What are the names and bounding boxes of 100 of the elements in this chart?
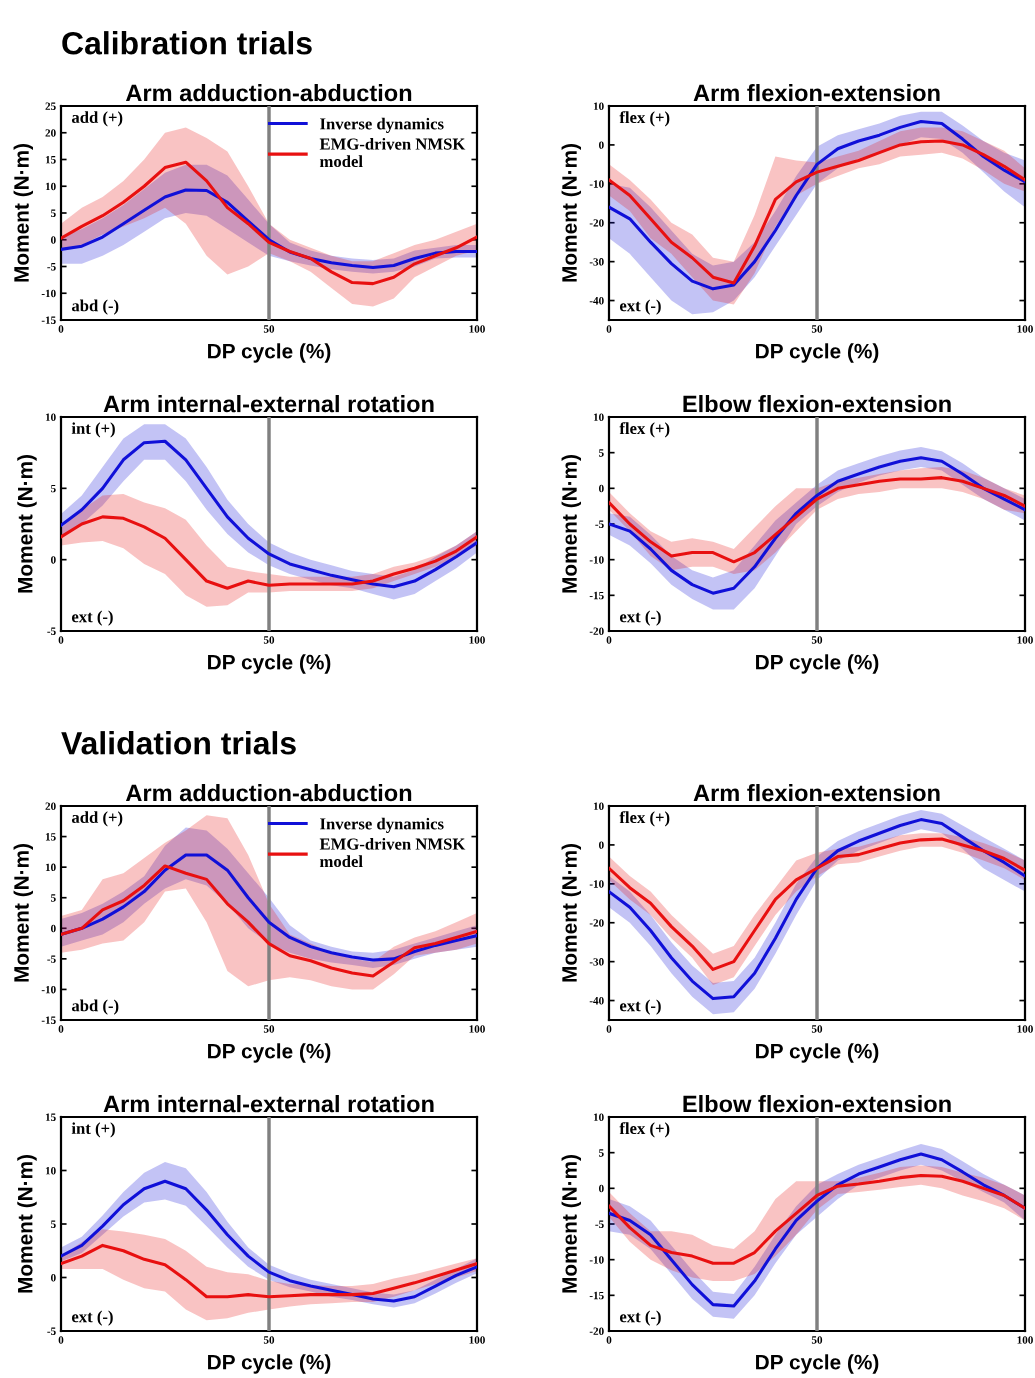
y-tick-label: 10	[593, 102, 604, 110]
legend-label: Inverse dynamics	[320, 817, 444, 833]
annotation: ext (-)	[71, 610, 113, 626]
x-tick-label: 100	[1017, 1336, 1033, 1344]
annotation: int (+)	[71, 1122, 115, 1138]
y-axis-title: Moment (N·m)	[17, 455, 37, 593]
chart-title: Elbow flexion-extension	[683, 1094, 951, 1113]
chart-title: Arm adduction-abduction	[125, 83, 412, 102]
y-tick-label: 20	[45, 129, 56, 137]
chart-title: Arm flexion-extension	[693, 83, 940, 102]
y-tick-label: -20	[589, 1327, 604, 1335]
y-tick-label: 5	[51, 1220, 56, 1228]
y-tick-label: -15	[41, 1016, 56, 1024]
x-tick-label: 50	[263, 636, 275, 644]
y-tick-label: -5	[47, 627, 56, 635]
line-series	[61, 1243, 477, 1299]
y-axis-title: Moment (N·m)	[17, 1155, 37, 1293]
annotation: flex (+)	[619, 422, 670, 438]
annotation: add (+)	[71, 111, 123, 127]
y-tick-label: 10	[45, 182, 56, 191]
y-tick-label: -15	[589, 591, 604, 600]
text: Calibration trials	[62, 31, 312, 55]
y-tick-label: -10	[589, 880, 604, 888]
x-tick-label: 0	[606, 325, 612, 333]
y-tick-label: -40	[589, 297, 604, 305]
x-tick-label: 100	[1017, 636, 1033, 644]
annotation: flex (+)	[619, 1122, 670, 1138]
y-tick-label: 0	[51, 556, 56, 564]
y-axis-title: Moment (N·m)	[561, 144, 581, 282]
annotation: flex (+)	[619, 811, 670, 827]
y-tick-label: -20	[589, 919, 604, 927]
x-tick-label: 100	[469, 636, 485, 644]
y-tick-label: 0	[599, 841, 604, 849]
line-series	[61, 1179, 477, 1303]
line-series	[609, 1173, 1025, 1265]
y-tick-label: -30	[589, 258, 604, 266]
y-axis-title: Moment (N·m)	[13, 844, 33, 982]
x-tick-label: 50	[811, 325, 823, 333]
line-series	[609, 476, 1025, 564]
x-tick-label: 0	[58, 1025, 64, 1033]
y-tick-label: 0	[51, 924, 56, 933]
y-tick-label: -5	[595, 1220, 604, 1228]
x-tick-label: 100	[469, 1336, 485, 1344]
y-axis-title: Moment (N·m)	[561, 1155, 581, 1293]
x-tick-label: 100	[1017, 325, 1033, 333]
x-tick-label: 0	[58, 325, 64, 333]
x-tick-label: 0	[606, 1336, 612, 1344]
y-axis-title: Moment (N·m)	[561, 844, 581, 982]
x-tick-label: 50	[263, 1336, 275, 1344]
x-tick-label: 0	[606, 636, 612, 644]
chart-title: Arm flexion-extension	[693, 783, 940, 802]
y-tick-label: -10	[41, 289, 56, 298]
annotation: flex (+)	[619, 111, 670, 127]
y-tick-label: -10	[589, 1256, 604, 1264]
y-tick-label: -15	[589, 1291, 604, 1300]
y-tick-label: 15	[45, 1113, 56, 1121]
y-tick-label: -20	[589, 627, 604, 635]
y-tick-label: 15	[45, 833, 56, 841]
x-tick-label: 100	[469, 325, 485, 333]
y-tick-label: -30	[589, 958, 604, 966]
y-tick-label: 10	[45, 413, 56, 421]
chart-title: Arm internal-external rotation	[103, 394, 434, 413]
y-tick-label: 20	[45, 802, 56, 810]
annotation: ext (-)	[71, 1310, 113, 1326]
y-tick-label: -15	[41, 316, 56, 324]
y-tick-label: 10	[593, 1113, 604, 1121]
x-tick-label: 0	[58, 1336, 64, 1344]
x-axis-title: DP cycle (%)	[756, 1043, 879, 1063]
y-tick-label: 10	[45, 1166, 56, 1175]
y-tick-label: 0	[51, 1273, 56, 1282]
y-tick-label: -10	[589, 180, 604, 188]
annotation: int (+)	[71, 422, 115, 438]
y-tick-label: -10	[589, 556, 604, 564]
annotation: abd (-)	[71, 999, 119, 1015]
y-tick-label: 0	[51, 236, 56, 244]
y-tick-label: 10	[45, 863, 56, 872]
y-tick-label: 0	[599, 484, 604, 493]
annotation: ext (-)	[619, 299, 661, 315]
x-axis-title: DP cycle (%)	[756, 1354, 879, 1374]
x-tick-label: 50	[263, 325, 275, 333]
x-tick-label: 100	[469, 1025, 485, 1033]
y-tick-label: -5	[47, 1327, 56, 1335]
y-tick-label: 25	[45, 102, 56, 110]
x-tick-label: 100	[1017, 1025, 1033, 1033]
line-series	[61, 515, 477, 590]
annotation: abd (-)	[71, 299, 119, 315]
x-axis-title: DP cycle (%)	[208, 343, 331, 363]
y-tick-label: 5	[599, 1149, 604, 1157]
chart-title: Arm adduction-abduction	[125, 783, 412, 802]
y-tick-label: -20	[589, 219, 604, 227]
y-tick-label: 0	[599, 1184, 604, 1193]
y-tick-label: -5	[595, 520, 604, 528]
annotation: ext (-)	[619, 999, 661, 1015]
x-tick-label: 50	[811, 1025, 823, 1033]
x-tick-label: 50	[811, 636, 823, 644]
annotation: ext (-)	[619, 610, 661, 626]
x-tick-label: 0	[58, 636, 64, 644]
annotation: ext (-)	[619, 1310, 661, 1326]
x-axis-title: DP cycle (%)	[756, 654, 879, 674]
legend-label: EMG-driven NMSK model	[319, 137, 466, 168]
